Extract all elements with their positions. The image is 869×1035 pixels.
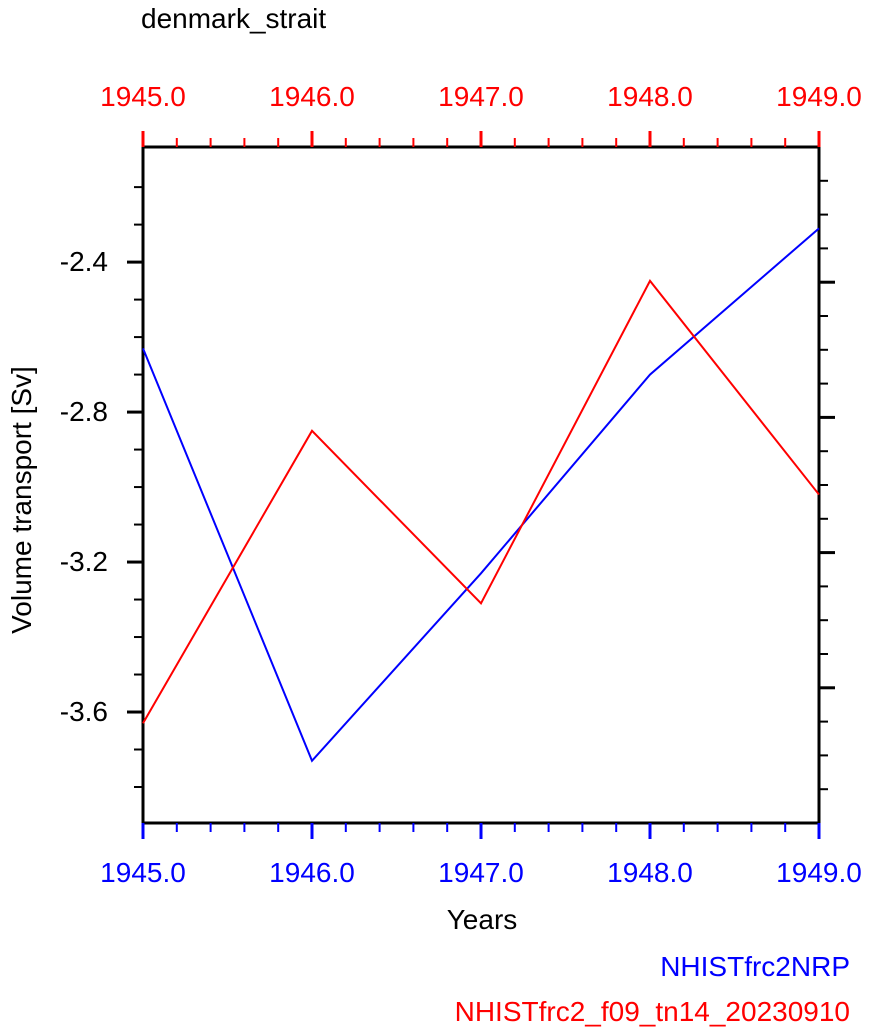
top-axis-tick-label: 1949.0 [776, 81, 862, 112]
left-axis-tick-label: -3.6 [59, 696, 108, 728]
bottom-axis-tick-label: 1947.0 [438, 857, 524, 888]
bottom-axis-tick-label: 1945.0 [100, 857, 186, 888]
bottom-axis-tick-label: 1946.0 [269, 857, 355, 888]
legend-entry-blue: NHISTfrc2NRP [660, 951, 850, 982]
left-axis-tick-label: -2.8 [59, 396, 108, 428]
left-axis-tick-label: -2.4 [59, 246, 108, 278]
x-axis-title: Years [446, 904, 518, 935]
left-axis-tick-label: -3.2 [59, 546, 108, 578]
series-line-NHISTfrc2NRP [142, 227, 820, 763]
top-axis-tick-label: 1948.0 [607, 81, 693, 112]
top-axis-tick-label: 1946.0 [269, 81, 355, 112]
bottom-axis-tick-label: 1949.0 [776, 857, 862, 888]
series-line-NHISTfrc2_f09_tn14_20230910 [142, 279, 820, 724]
chart-title: denmark_strait [141, 3, 327, 34]
top-axis-tick-label: 1947.0 [438, 81, 524, 112]
legend-entry-red: NHISTfrc2_f09_tn14_20230910 [454, 996, 850, 1027]
top-axis-tick-label: 1945.0 [100, 81, 186, 112]
bottom-axis-tick-label: 1948.0 [607, 857, 693, 888]
plot-frame [141, 145, 821, 825]
